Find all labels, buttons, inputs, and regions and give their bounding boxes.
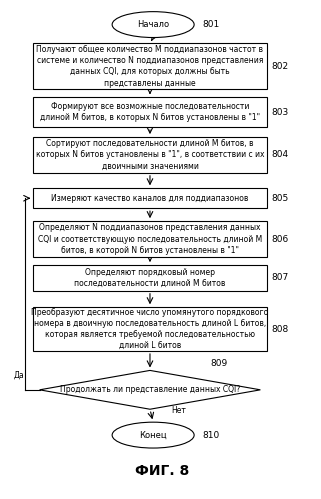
Bar [33,221,267,257]
Bar [33,97,267,127]
Ellipse shape [112,422,194,448]
Text: Продолжать ли представление данных CQI?: Продолжать ли представление данных CQI? [60,385,240,394]
Text: Конец: Конец [139,431,167,440]
Text: 806: 806 [272,235,289,244]
Text: Определяют N поддиапазонов представления данных
CQI и соответствующую последоват: Определяют N поддиапазонов представления… [38,224,262,254]
Bar [33,307,267,351]
Text: 807: 807 [272,273,289,282]
Text: Нет: Нет [171,406,186,415]
Text: 804: 804 [272,151,289,160]
Text: Формируют все возможные последовательности
длиной М битов, в которых N битов уст: Формируют все возможные последовательнос… [40,102,260,122]
Bar [33,188,267,208]
Bar [33,137,267,173]
Text: Определяют порядковый номер
последовательности длиной М битов: Определяют порядковый номер последовател… [74,268,226,288]
Ellipse shape [112,11,194,37]
Text: 802: 802 [272,62,289,71]
Bar [33,265,267,291]
Text: Да: Да [14,371,24,380]
Text: 803: 803 [272,108,289,117]
Text: 805: 805 [272,194,289,203]
Text: 801: 801 [202,20,219,29]
Polygon shape [39,370,260,409]
Text: 810: 810 [202,431,219,440]
Bar [33,43,267,89]
Text: Получают общее количество М поддиапазонов частот в
системе и количество N поддиа: Получают общее количество М поддиапазоно… [37,45,264,87]
Text: Преобразуют десятичное число упомянутого порядкового
номера в двоичную последова: Преобразуют десятичное число упомянутого… [31,308,269,350]
Text: 808: 808 [272,325,289,334]
Text: Сортируют последовательности длиной М битов, в
которых N битов установлены в "1": Сортируют последовательности длиной М би… [36,139,264,171]
Text: Начало: Начало [137,20,169,29]
Text: ФИГ. 8: ФИГ. 8 [135,464,190,478]
Text: Измеряют качество каналов для поддиапазонов: Измеряют качество каналов для поддиапазо… [51,194,249,203]
Text: 809: 809 [211,359,228,368]
